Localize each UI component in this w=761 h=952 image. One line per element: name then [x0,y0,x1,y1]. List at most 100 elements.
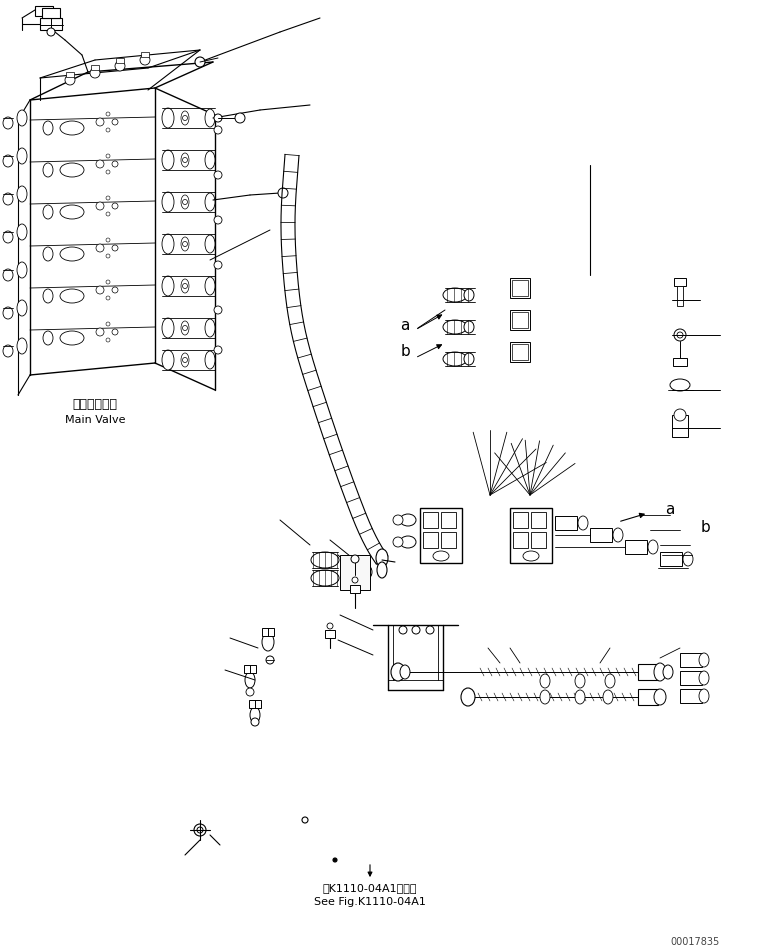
Circle shape [96,118,104,126]
Ellipse shape [523,551,539,561]
Ellipse shape [60,205,84,219]
Ellipse shape [181,195,189,209]
Circle shape [214,216,222,224]
Circle shape [112,203,118,209]
Ellipse shape [613,528,623,542]
Bar [441,512,456,528]
Ellipse shape [162,108,174,128]
Ellipse shape [663,665,673,679]
Ellipse shape [400,536,416,548]
Text: 第K1110-04A1図参照: 第K1110-04A1図参照 [323,883,417,893]
Circle shape [351,555,359,563]
Ellipse shape [60,163,84,177]
Circle shape [278,188,288,198]
Ellipse shape [3,155,13,167]
Ellipse shape [162,350,174,370]
Ellipse shape [181,237,189,251]
Ellipse shape [17,338,27,354]
Circle shape [183,284,187,288]
Ellipse shape [3,117,13,129]
Ellipse shape [162,234,174,254]
Bar [638,664,658,680]
Ellipse shape [3,193,13,205]
Ellipse shape [17,148,27,164]
Bar [510,278,530,298]
Ellipse shape [464,353,474,365]
Ellipse shape [311,570,339,586]
Ellipse shape [162,150,174,170]
Ellipse shape [205,319,215,337]
Bar [673,358,687,366]
Ellipse shape [17,262,27,278]
Circle shape [106,296,110,300]
Ellipse shape [205,235,215,253]
Circle shape [214,114,222,122]
Ellipse shape [181,321,189,335]
Ellipse shape [364,566,372,578]
Circle shape [112,245,118,251]
Ellipse shape [17,186,27,202]
Ellipse shape [311,552,339,568]
Bar [513,512,528,528]
Ellipse shape [461,688,475,706]
Ellipse shape [60,247,84,261]
Bar [325,630,335,638]
Ellipse shape [393,537,403,547]
Circle shape [96,286,104,294]
Circle shape [96,244,104,252]
Bar [625,540,647,554]
Bar [510,342,530,362]
Bar [680,689,702,703]
Text: a: a [665,503,675,518]
Ellipse shape [443,288,467,302]
Bar [674,278,686,286]
Bar [531,512,546,528]
Circle shape [96,202,104,210]
Circle shape [183,115,187,121]
Ellipse shape [400,514,416,526]
Bar [531,532,546,548]
Circle shape [197,827,203,833]
Ellipse shape [351,562,359,574]
Circle shape [302,817,308,823]
Ellipse shape [245,672,255,688]
Circle shape [106,196,110,200]
Bar [513,532,528,548]
Circle shape [183,326,187,330]
Circle shape [112,119,118,125]
Circle shape [96,160,104,168]
Circle shape [106,128,110,132]
Circle shape [327,623,333,629]
Ellipse shape [205,109,215,127]
Ellipse shape [205,351,215,369]
Circle shape [251,718,259,726]
Bar [441,532,456,548]
Circle shape [90,68,100,78]
Ellipse shape [250,707,260,723]
Bar [262,628,274,636]
Circle shape [106,338,110,342]
Circle shape [214,171,222,179]
Text: 00017835: 00017835 [670,937,720,947]
Text: See Fig.K1110-04A1: See Fig.K1110-04A1 [314,897,426,907]
Circle shape [677,332,683,338]
Bar [638,689,658,705]
Circle shape [214,346,222,354]
Circle shape [65,75,75,85]
Ellipse shape [654,663,666,681]
Ellipse shape [181,279,189,293]
Circle shape [106,212,110,216]
Bar [42,8,60,18]
Ellipse shape [181,111,189,125]
Ellipse shape [43,121,53,135]
Ellipse shape [246,688,254,696]
Ellipse shape [391,663,405,681]
Bar [244,665,256,673]
Bar [512,344,528,360]
Circle shape [106,254,110,258]
Circle shape [235,113,245,123]
Circle shape [106,170,110,174]
Ellipse shape [699,689,709,703]
Bar [677,286,683,306]
Ellipse shape [683,552,693,566]
